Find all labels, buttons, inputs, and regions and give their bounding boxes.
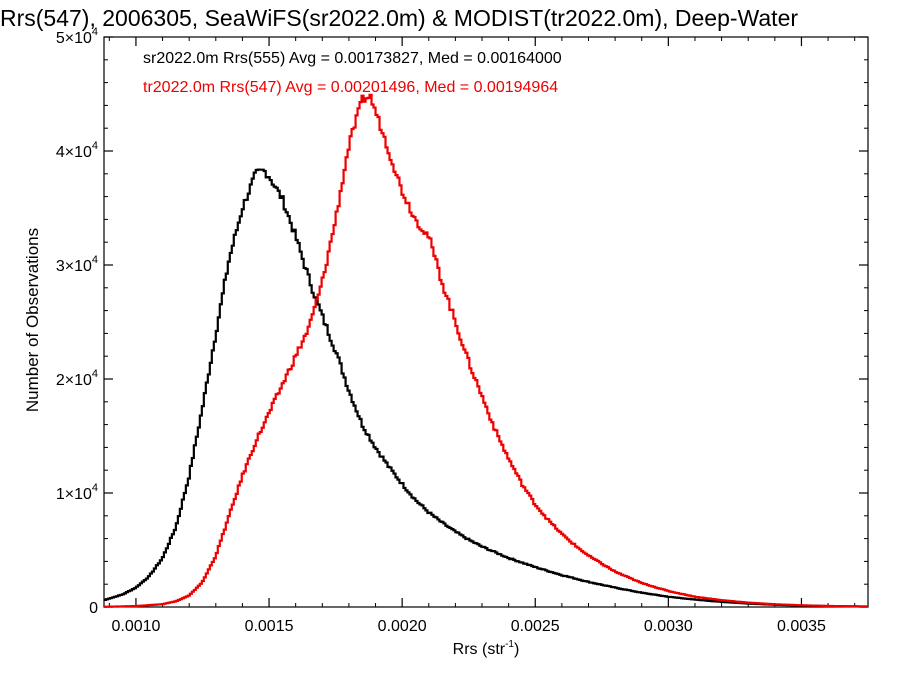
x-tick-label: 0.0010 xyxy=(111,618,160,635)
y-tick-label: 4×104 xyxy=(56,140,98,161)
x-axis-label-sup: -1 xyxy=(505,639,514,650)
x-axis-label: Rrs (str-1) xyxy=(453,639,520,658)
x-axis-label-end: ) xyxy=(514,641,519,658)
y-tick-label: 0 xyxy=(89,600,98,617)
y-axis-ticks: 0 1×104 2×104 3×104 4×104 5×104 xyxy=(56,26,868,617)
legend-entry-tr2022: tr2022.0m Rrs(547) Avg = 0.00201496, Med… xyxy=(143,79,558,96)
y-tick-label: 3×104 xyxy=(56,254,98,275)
chart-title: Rrs(547), 2006305, SeaWiFS(sr2022.0m) & … xyxy=(0,5,798,31)
x-tick-label: 0.0030 xyxy=(644,618,693,635)
x-tick-label: 0.0025 xyxy=(511,618,560,635)
y-tick-label: 5×104 xyxy=(56,26,98,47)
series-line-tr2022 xyxy=(104,93,868,608)
histogram-series xyxy=(104,93,868,608)
y-tick-label: 1×104 xyxy=(56,482,98,503)
x-axis-label-main: Rrs (str xyxy=(453,641,506,658)
legend-entry-sr2022: sr2022.0m Rrs(555) Avg = 0.00173827, Med… xyxy=(143,50,562,67)
x-tick-label: 0.0020 xyxy=(378,618,427,635)
x-tick-label: 0.0015 xyxy=(245,618,294,635)
plot-area xyxy=(103,36,869,608)
x-tick-label: 0.0035 xyxy=(777,618,826,635)
y-axis-label: Number of Observations xyxy=(23,228,42,412)
y-tick-label: 2×104 xyxy=(56,368,98,389)
x-axis-ticks: 0.0010 0.0015 0.0020 0.0025 0.0030 0.0035 xyxy=(108,37,856,635)
